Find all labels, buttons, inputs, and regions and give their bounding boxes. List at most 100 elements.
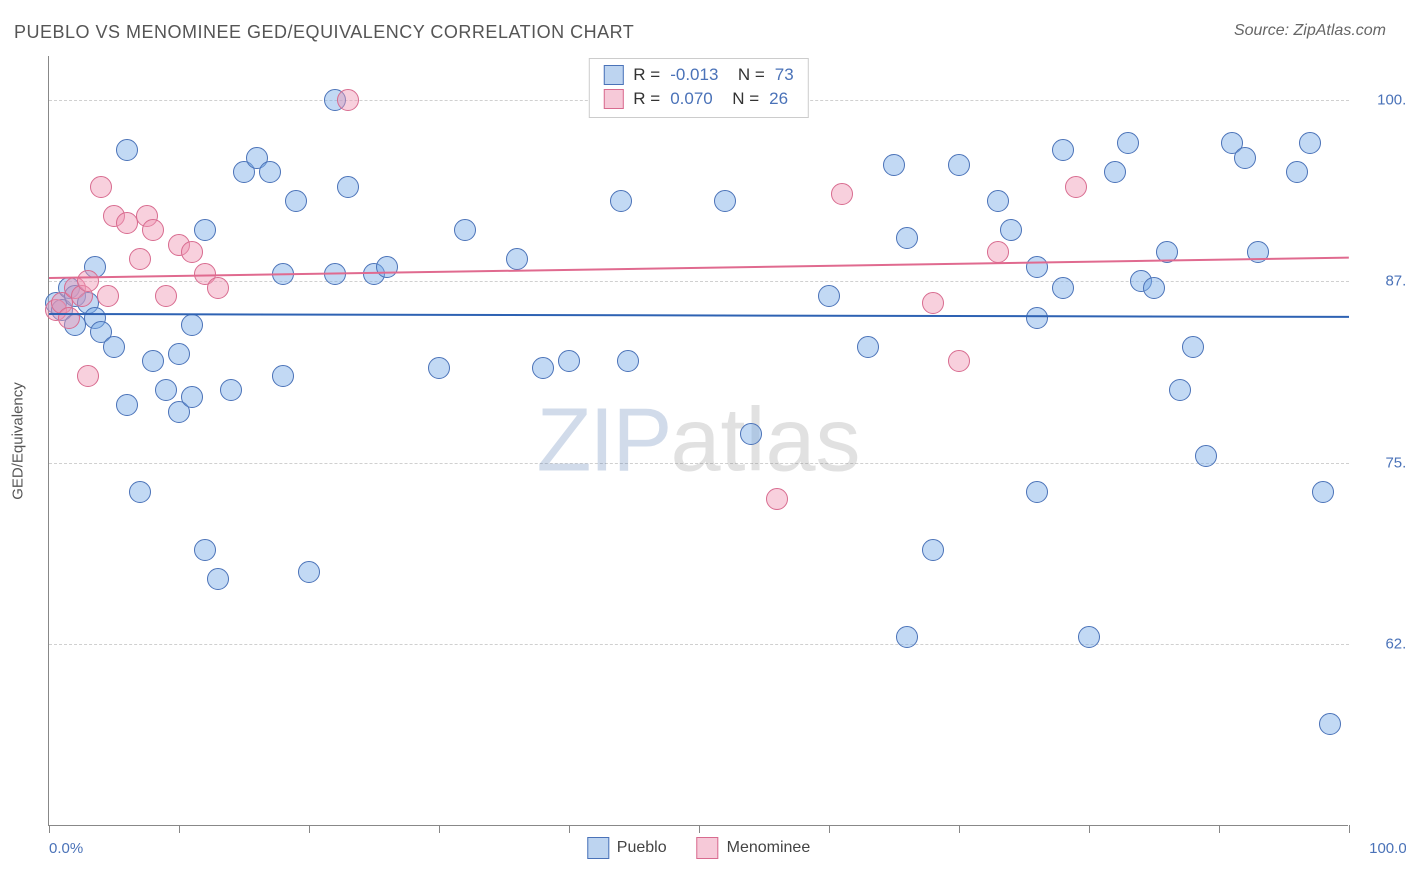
data-point [948, 154, 970, 176]
data-point [766, 488, 788, 510]
x-tick [829, 825, 830, 833]
data-point [129, 248, 151, 270]
n-label: N = [723, 87, 759, 111]
x-tick [439, 825, 440, 833]
data-point [337, 89, 359, 111]
data-point [1052, 139, 1074, 161]
swatch-pueblo-icon [603, 65, 623, 85]
data-point [714, 190, 736, 212]
data-point [90, 176, 112, 198]
data-point [883, 154, 905, 176]
y-tick-label: 87.5% [1385, 273, 1406, 290]
y-axis-title: GED/Equivalency [10, 382, 27, 500]
data-point [617, 350, 639, 372]
gridline [49, 463, 1349, 464]
data-point [129, 481, 151, 503]
x-axis-label-min: 0.0% [49, 840, 83, 857]
data-point [831, 183, 853, 205]
data-point [1104, 161, 1126, 183]
data-point [194, 219, 216, 241]
data-point [428, 357, 450, 379]
data-point [1182, 336, 1204, 358]
data-point [97, 285, 119, 307]
data-point [1026, 307, 1048, 329]
r-value-pueblo: -0.013 [670, 63, 718, 87]
x-axis-label-max: 100.0% [1369, 840, 1406, 857]
data-point [1026, 256, 1048, 278]
watermark-zip: ZIP [536, 390, 670, 490]
x-tick [309, 825, 310, 833]
data-point [922, 292, 944, 314]
chart-container: PUEBLO VS MENOMINEE GED/EQUIVALENCY CORR… [0, 0, 1406, 892]
data-point [77, 365, 99, 387]
data-point [155, 285, 177, 307]
watermark: ZIPatlas [536, 389, 860, 492]
data-point [103, 336, 125, 358]
series-legend: Pueblo Menominee [587, 837, 810, 859]
trend-line [49, 313, 1349, 318]
data-point [454, 219, 476, 241]
data-point [987, 241, 1009, 263]
data-point [506, 248, 528, 270]
swatch-menominee-icon [603, 89, 623, 109]
r-value-menominee: 0.070 [670, 87, 713, 111]
data-point [1143, 277, 1165, 299]
data-point [181, 314, 203, 336]
r-label: R = [633, 87, 660, 111]
data-point [1000, 219, 1022, 241]
legend-item-menominee: Menominee [697, 837, 811, 859]
data-point [142, 219, 164, 241]
data-point [207, 277, 229, 299]
n-value-pueblo: 73 [775, 63, 794, 87]
data-point [58, 307, 80, 329]
data-point [337, 176, 359, 198]
data-point [298, 561, 320, 583]
data-point [155, 379, 177, 401]
data-point [272, 365, 294, 387]
legend-label-pueblo: Pueblo [617, 839, 667, 856]
x-tick [49, 825, 50, 833]
data-point [181, 386, 203, 408]
legend-label-menominee: Menominee [727, 839, 811, 856]
n-label: N = [728, 63, 764, 87]
data-point [610, 190, 632, 212]
data-point [1065, 176, 1087, 198]
data-point [532, 357, 554, 379]
chart-title: PUEBLO VS MENOMINEE GED/EQUIVALENCY CORR… [14, 22, 634, 43]
y-tick-label: 75.0% [1385, 454, 1406, 471]
data-point [207, 568, 229, 590]
watermark-atlas: atlas [670, 390, 860, 490]
data-point [1234, 147, 1256, 169]
source-label: Source: ZipAtlas.com [1234, 22, 1386, 40]
n-value-menominee: 26 [769, 87, 788, 111]
data-point [1117, 132, 1139, 154]
data-point [285, 190, 307, 212]
data-point [896, 227, 918, 249]
x-tick [699, 825, 700, 833]
data-point [1169, 379, 1191, 401]
gridline [49, 644, 1349, 645]
data-point [1026, 481, 1048, 503]
data-point [857, 336, 879, 358]
plot-area: GED/Equivalency ZIPatlas R = -0.013 N = … [48, 56, 1348, 826]
data-point [1195, 445, 1217, 467]
legend-item-pueblo: Pueblo [587, 837, 667, 859]
x-tick [569, 825, 570, 833]
data-point [142, 350, 164, 372]
data-point [818, 285, 840, 307]
stats-row-pueblo: R = -0.013 N = 73 [603, 63, 793, 87]
stats-legend: R = -0.013 N = 73 R = 0.070 N = 26 [588, 58, 808, 118]
data-point [1299, 132, 1321, 154]
data-point [1078, 626, 1100, 648]
y-tick-label: 100.0% [1377, 91, 1406, 108]
data-point [181, 241, 203, 263]
swatch-pueblo-icon [587, 837, 609, 859]
data-point [1319, 713, 1341, 735]
data-point [558, 350, 580, 372]
data-point [987, 190, 1009, 212]
data-point [1286, 161, 1308, 183]
swatch-menominee-icon [697, 837, 719, 859]
r-label: R = [633, 63, 660, 87]
stats-row-menominee: R = 0.070 N = 26 [603, 87, 793, 111]
x-tick [1089, 825, 1090, 833]
